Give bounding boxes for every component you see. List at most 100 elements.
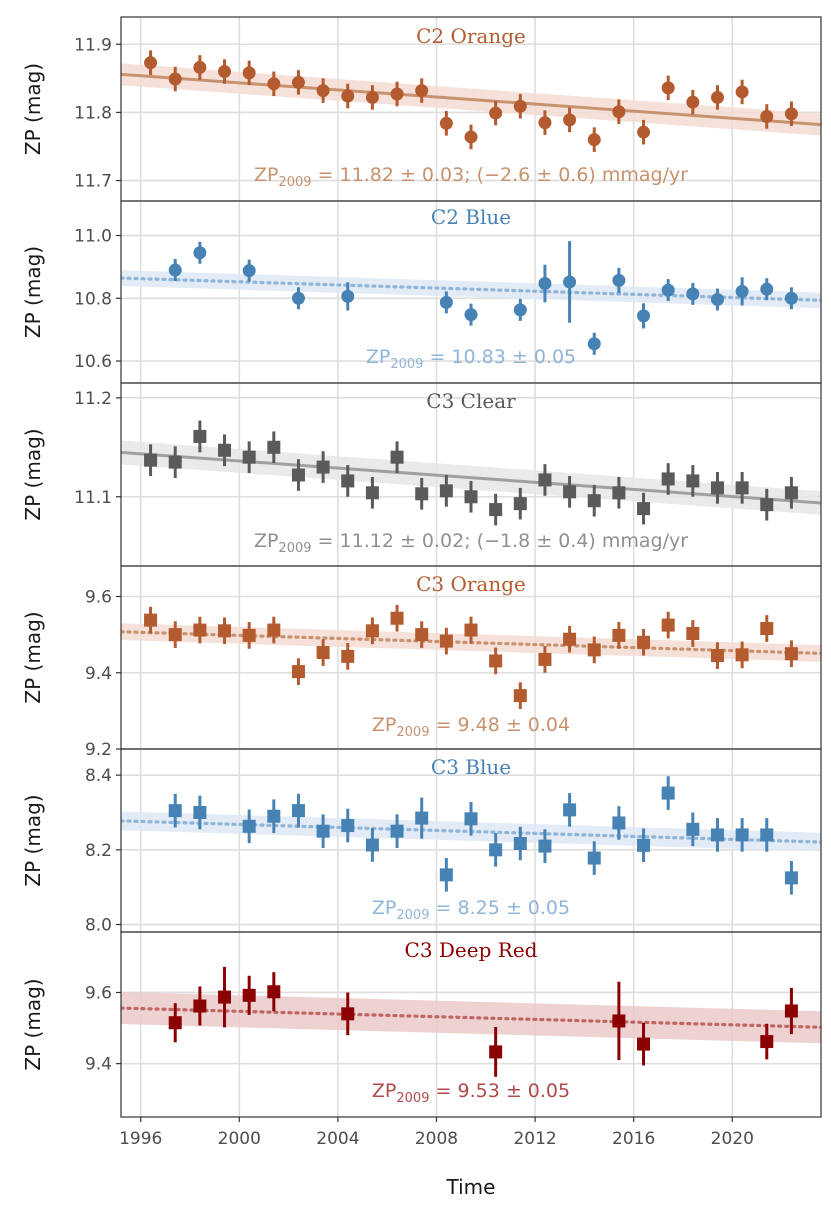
annotation-subscript: 2009 xyxy=(396,1091,429,1106)
point-marker xyxy=(267,809,281,823)
data-point xyxy=(637,492,651,525)
panel-c2-orange: 11.7 11.8 11.9 ZP (mag) C2 Orange ZP2009 = 11… xyxy=(21,16,822,202)
data-point xyxy=(242,975,256,1015)
data-point xyxy=(612,476,626,509)
y-tick-label: 9.2 xyxy=(85,740,112,760)
data-point xyxy=(760,104,774,129)
point-marker xyxy=(735,481,749,495)
point-marker xyxy=(661,618,675,632)
point-marker xyxy=(193,60,207,74)
data-point xyxy=(439,858,453,892)
fit-annotation: ZP2009 = 10.83 ± 0.05 xyxy=(366,346,576,372)
y-tick-label: 8.2 xyxy=(85,841,112,861)
point-marker xyxy=(710,649,724,663)
point-marker xyxy=(661,472,675,486)
point-marker xyxy=(242,819,256,833)
point-marker xyxy=(168,804,182,818)
data-point xyxy=(587,332,601,355)
data-point xyxy=(784,987,798,1035)
time-axis: 1996 2000 2004 2008 2012 2016 2020 xyxy=(119,1117,754,1149)
point-marker xyxy=(686,474,700,488)
data-point xyxy=(710,818,724,852)
data-point xyxy=(710,288,724,311)
data-point xyxy=(784,640,798,668)
point-marker xyxy=(242,264,256,278)
point-marker xyxy=(242,628,256,642)
data-point xyxy=(415,477,429,510)
point-marker xyxy=(144,613,158,627)
data-point xyxy=(464,124,478,150)
x-tick-label: 2004 xyxy=(316,1129,359,1149)
point-marker xyxy=(242,450,256,464)
y-axis-title: ZP (mag) xyxy=(21,428,45,520)
point-marker xyxy=(612,486,626,500)
data-point xyxy=(784,101,798,127)
point-marker xyxy=(563,275,577,289)
data-point xyxy=(242,60,256,86)
panel-c3-orange: 9.2 9.4 9.6 ZP (mag) C3 Orange ZP2009 = 9.48 … xyxy=(21,565,822,760)
data-point xyxy=(735,818,749,852)
point-marker xyxy=(637,125,651,139)
point-marker xyxy=(390,824,404,838)
data-point xyxy=(193,795,207,830)
point-marker xyxy=(291,665,305,679)
point-marker xyxy=(735,648,749,662)
panel-title: C3 Deep Red xyxy=(405,938,538,962)
point-marker xyxy=(784,107,798,121)
data-point xyxy=(686,89,700,115)
data-point xyxy=(661,611,675,639)
y-tick-label: 11.1 xyxy=(74,488,112,508)
data-point xyxy=(612,99,626,124)
point-marker xyxy=(563,803,577,817)
y-tick-label: 9.6 xyxy=(85,588,112,608)
point-marker xyxy=(661,283,675,297)
point-marker xyxy=(316,646,330,660)
annotation-value: = 11.82 ± 0.03; (−2.6 ± 0.6) mmag/yr xyxy=(312,164,689,186)
point-marker xyxy=(710,481,724,495)
fit-annotation: ZP2009 = 11.82 ± 0.03; (−2.6 ± 0.6) mmag… xyxy=(254,164,688,190)
y-axis-title: ZP (mag) xyxy=(21,611,45,703)
point-marker xyxy=(637,502,651,516)
point-marker xyxy=(365,838,379,852)
data-point xyxy=(587,127,601,152)
point-marker xyxy=(144,453,158,467)
data-point xyxy=(365,476,379,509)
data-point xyxy=(513,94,527,119)
panel-c3-blue: 8.0 8.2 8.4 ZP (mag) C3 Blue ZP2009 = 8.25 ± … xyxy=(21,748,822,936)
point-marker xyxy=(538,652,552,666)
point-marker xyxy=(193,999,207,1013)
data-point xyxy=(538,264,552,303)
annotation-value: = 9.48 ± 0.04 xyxy=(429,714,570,736)
data-point xyxy=(218,617,232,645)
point-marker xyxy=(168,72,182,86)
point-marker xyxy=(784,871,798,885)
data-point xyxy=(563,107,577,133)
annotation-prefix: ZP xyxy=(254,530,278,552)
data-point xyxy=(415,797,429,839)
fit-line xyxy=(121,72,821,127)
point-marker xyxy=(193,623,207,637)
y-tick-label: 10.6 xyxy=(74,352,112,372)
data-point xyxy=(316,451,330,483)
point-marker xyxy=(563,485,577,499)
data-point xyxy=(661,75,675,101)
data-point xyxy=(784,861,798,895)
data-point xyxy=(291,287,305,310)
point-marker xyxy=(710,293,724,307)
point-marker xyxy=(735,828,749,842)
data-point xyxy=(563,625,577,653)
point-marker xyxy=(538,473,552,487)
point-marker xyxy=(563,632,577,646)
point-marker xyxy=(661,81,675,95)
y-axis-title: ZP (mag) xyxy=(21,63,45,155)
data-point xyxy=(415,78,429,103)
point-marker xyxy=(365,624,379,638)
data-point xyxy=(267,71,281,97)
data-point xyxy=(341,465,355,497)
data-point xyxy=(267,972,281,1012)
data-point xyxy=(538,110,552,135)
data-point xyxy=(538,464,552,496)
data-point xyxy=(513,826,527,861)
point-marker xyxy=(760,109,774,123)
data-point xyxy=(193,616,207,644)
